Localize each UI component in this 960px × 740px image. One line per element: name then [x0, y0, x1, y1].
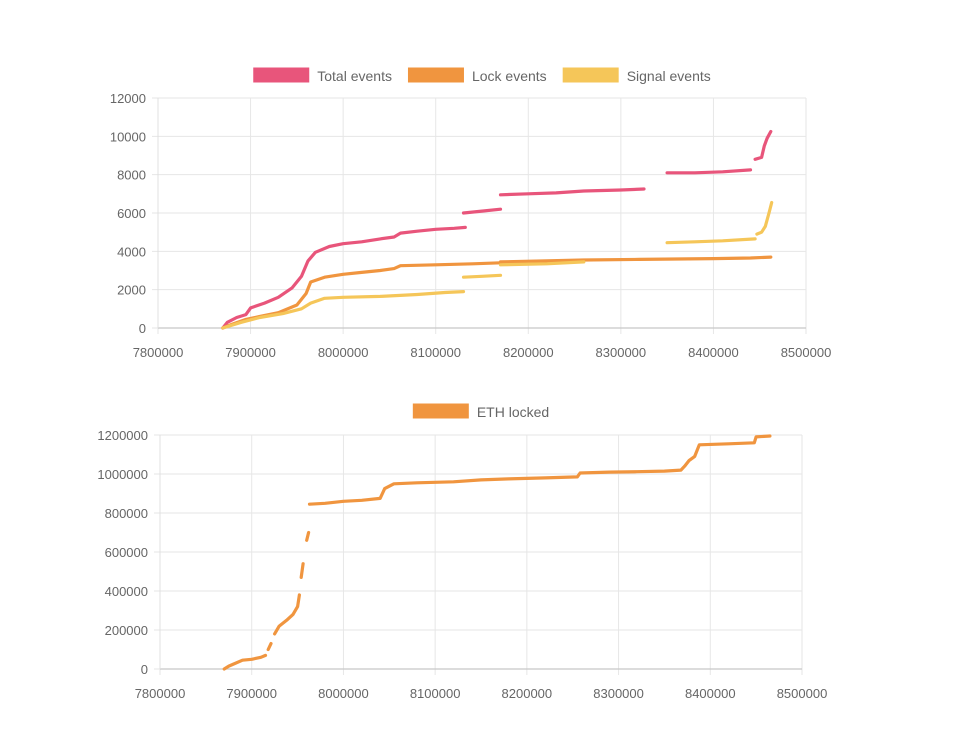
legend-label: Signal events — [627, 68, 711, 84]
series-line-segment — [305, 530, 311, 542]
y-tick-label: 1200000 — [97, 428, 148, 443]
series-signal-events — [221, 200, 774, 330]
y-tick-label: 200000 — [105, 623, 148, 638]
series-line-segment — [299, 562, 305, 579]
grid-lines — [154, 434, 803, 675]
x-tick-label: 8300000 — [596, 345, 647, 360]
x-tick-label: 7900000 — [226, 686, 277, 701]
x-tick-label: 8100000 — [410, 345, 461, 360]
series-line-segment — [498, 260, 586, 267]
y-tick-label: 600000 — [105, 545, 148, 560]
series-line-segment — [755, 200, 774, 236]
grid-lines — [152, 97, 807, 334]
legend-label: Total events — [317, 68, 392, 84]
x-tick-label: 8100000 — [410, 686, 461, 701]
y-tick-label: 800000 — [105, 506, 148, 521]
y-tick-label: 6000 — [117, 206, 146, 221]
series-line-segment — [307, 434, 772, 506]
x-tick-label: 8500000 — [781, 345, 832, 360]
legend-label: Lock events — [472, 68, 547, 84]
x-tick-label: 7800000 — [135, 686, 186, 701]
legend: ETH locked — [412, 403, 549, 420]
series-line-segment — [665, 168, 753, 175]
series-line-segment — [498, 255, 773, 264]
series-line-segment — [221, 290, 466, 330]
series-line-segment — [753, 129, 773, 161]
y-tick-label: 12000 — [110, 91, 146, 106]
x-tick-label: 7900000 — [225, 345, 276, 360]
series-line-segment — [273, 593, 301, 636]
series-eth-locked — [222, 434, 772, 671]
legend-swatch — [412, 403, 469, 419]
x-tick-label: 8000000 — [318, 345, 369, 360]
x-tick-label: 8400000 — [688, 345, 739, 360]
x-tick-label: 7800000 — [133, 345, 184, 360]
x-tick-label: 8200000 — [502, 686, 553, 701]
legend-swatch — [562, 67, 619, 83]
chart-2: 7800000 7900000 8000000 8100000 8200000 83000… — [97, 403, 828, 701]
x-tick-label: 8400000 — [685, 686, 736, 701]
series-line-segment — [665, 237, 757, 245]
y-tick-label: 10000 — [110, 129, 146, 144]
legend-label: ETH locked — [477, 404, 549, 420]
series-line-segment — [461, 207, 503, 215]
series-line-segment — [222, 653, 268, 671]
series-line-segment — [266, 642, 273, 652]
series-total-events — [221, 129, 773, 330]
legend: Total events Lock events Signal events — [253, 67, 711, 84]
x-tick-label: 8300000 — [593, 686, 644, 701]
y-tick-label: 2000 — [117, 283, 146, 298]
chart-1: 7800000 7900000 8000000 8100000 8200000 83000… — [110, 67, 832, 360]
y-tick-label: 400000 — [105, 584, 148, 599]
x-tick-label: 8000000 — [318, 686, 369, 701]
y-tick-label: 1000000 — [97, 467, 148, 482]
x-tick-label: 8500000 — [777, 686, 828, 701]
y-tick-label: 0 — [139, 321, 146, 336]
x-tick-label: 8200000 — [503, 345, 554, 360]
series-line-segment — [221, 225, 467, 330]
legend-swatch — [253, 67, 310, 83]
legend-swatch — [407, 67, 464, 83]
series-line-segment — [461, 273, 503, 279]
y-tick-label: 4000 — [117, 244, 146, 259]
series-line-segment — [498, 187, 646, 197]
y-tick-label: 8000 — [117, 168, 146, 183]
y-tick-label: 0 — [141, 662, 148, 677]
